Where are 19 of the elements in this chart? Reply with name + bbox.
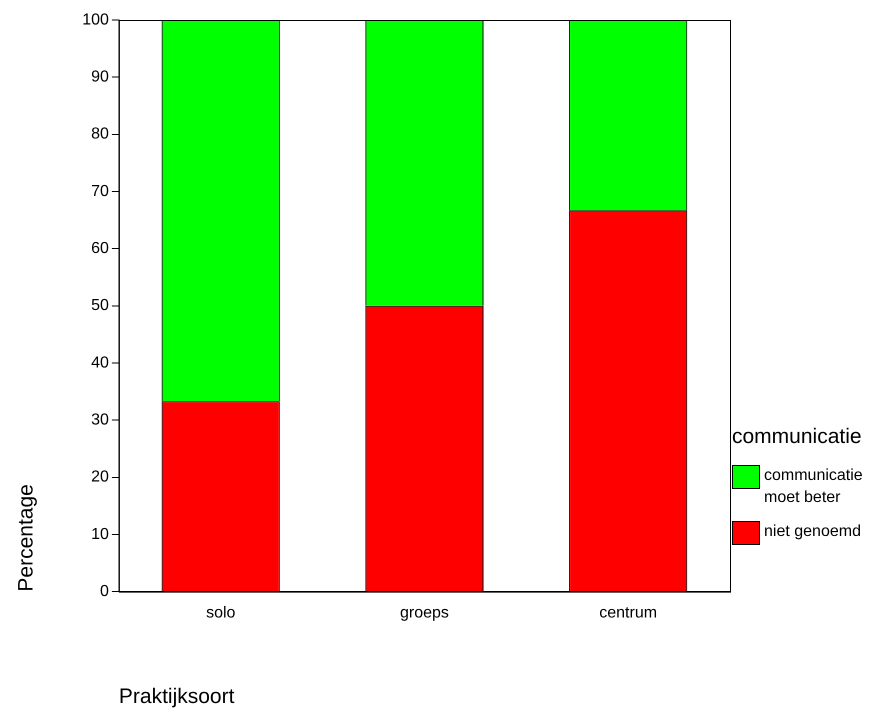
legend-title: communicatie: [732, 425, 863, 449]
y-tick-label: 30: [91, 412, 109, 429]
y-tick-label: 40: [91, 354, 109, 372]
y-tick-label: 100: [82, 11, 109, 28]
x-tick-label: centrum: [599, 604, 658, 622]
legend-label: communicatie moet beter: [764, 466, 864, 508]
y-tick-label: 90: [91, 68, 109, 86]
x-axis-title: Praktijksoort: [118, 685, 235, 708]
legend-label: niet genoemd: [764, 522, 861, 542]
y-axis-title: Percentage: [14, 484, 38, 592]
y-tick-label: 10: [91, 526, 109, 543]
y-tick-label: 80: [91, 126, 109, 143]
x-tick-label: groeps: [400, 604, 449, 622]
y-tick-label: 0: [100, 583, 109, 600]
y-tick-label: 20: [91, 468, 109, 486]
y-tick-label: 60: [91, 240, 109, 258]
y-tick-label: 50: [91, 297, 109, 314]
x-tick-label: solo: [206, 604, 236, 622]
y-tick-label: 70: [91, 182, 109, 200]
